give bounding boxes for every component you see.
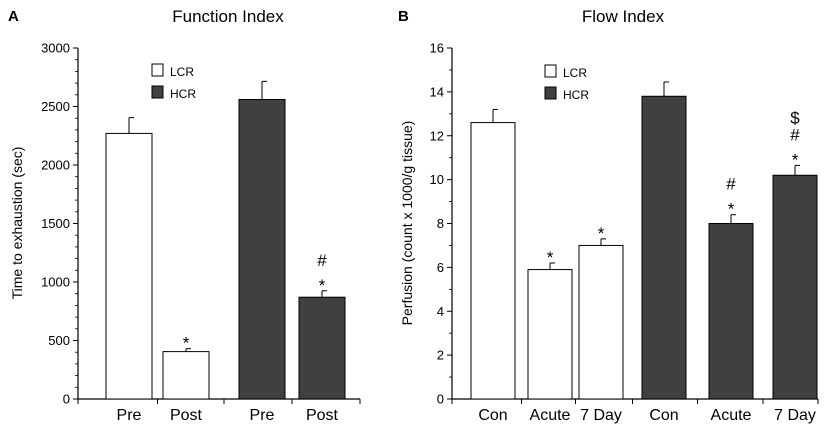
panel-a-legend-swatch-hcr bbox=[151, 85, 164, 99]
panel-a-bar-lcr-pre bbox=[105, 132, 153, 400]
panel-b-bar-lcr-7-day bbox=[578, 244, 624, 400]
panel-b-y-tick-label: 10 bbox=[430, 172, 444, 187]
panel-b-legend-swatch-hcr bbox=[544, 86, 557, 100]
panel-b-y-tick-label: 12 bbox=[430, 128, 444, 143]
panel-b-bar-lcr-acute bbox=[527, 269, 573, 400]
panel-a-y-tick-label: 0 bbox=[63, 392, 70, 407]
panel-b-y-tick-label: 6 bbox=[437, 260, 444, 275]
panel-b-x-category-label: 7 Day bbox=[774, 407, 816, 424]
panel-a-significance-marker: * bbox=[183, 334, 190, 353]
panel-b-significance-marker: * bbox=[598, 224, 605, 243]
panel-b-y-tick-label: 0 bbox=[437, 392, 444, 407]
panel-a-title: Function Index bbox=[172, 7, 284, 26]
panel-b-bar-hcr-con bbox=[641, 95, 687, 400]
panel-b-x-category-label: Acute bbox=[530, 407, 571, 424]
panel-b-legend-swatch-lcr bbox=[544, 64, 557, 78]
panel-b-bar-hcr-7-day bbox=[772, 174, 818, 400]
panel-b-bar-hcr-acute bbox=[708, 223, 754, 400]
panel-b-significance-marker: * bbox=[547, 248, 554, 267]
panel-a-x-category-label: Post bbox=[306, 407, 339, 424]
panel-b-legend-label-hcr: HCR bbox=[563, 88, 589, 102]
panel-b-y-tick-label: 14 bbox=[430, 84, 444, 99]
panel-a-legend-label-lcr: LCR bbox=[170, 65, 194, 79]
panel-b-y-tick-label: 16 bbox=[430, 41, 444, 56]
panel-b-bar-lcr-con bbox=[470, 122, 516, 400]
panel-b-significance-marker: # bbox=[790, 125, 800, 144]
panel-a-letter: A bbox=[8, 8, 19, 25]
panel-a-bar-hcr-pre bbox=[238, 98, 286, 400]
panel-a-y-tick-label: 1000 bbox=[41, 275, 70, 290]
panel-a-y-tick-label: 1500 bbox=[41, 216, 70, 231]
panel-b-x-category-label: Con bbox=[478, 407, 507, 424]
panel-a-x-category-label: Post bbox=[170, 407, 203, 424]
panel-b-y-tick-label: 8 bbox=[437, 216, 444, 231]
panel-b-legend-label-lcr: LCR bbox=[563, 66, 587, 80]
panel-b-x-category-label: Con bbox=[649, 407, 678, 424]
panel-b-significance-marker: * bbox=[792, 150, 799, 169]
panel-a-significance-marker: # bbox=[317, 251, 327, 270]
panel-a-legend-label-hcr: HCR bbox=[170, 87, 196, 101]
panel-a-significance-marker: * bbox=[319, 276, 326, 295]
panel-a-y-tick-label: 500 bbox=[48, 333, 70, 348]
panel-a-x-category-label: Pre bbox=[250, 407, 275, 424]
panel-a-x-category-label: Pre bbox=[117, 407, 142, 424]
panel-b-significance-marker: # bbox=[726, 175, 736, 194]
panel-a-legend-swatch-lcr bbox=[151, 63, 164, 77]
panel-a-y-axis-label: Time to exhaustion (sec) bbox=[9, 147, 25, 300]
panel-a-bar-hcr-post bbox=[298, 296, 346, 400]
panel-a-bar-lcr-post bbox=[162, 351, 210, 400]
panel-b-y-axis-label: Perfusion (count x 1000/g tissue) bbox=[399, 121, 415, 326]
panel-a-y-tick-label: 3000 bbox=[41, 41, 70, 56]
panel-b-x-category-label: Acute bbox=[711, 407, 752, 424]
panel-a-y-tick-label: 2000 bbox=[41, 158, 70, 173]
panel-b-title: Flow Index bbox=[582, 7, 665, 26]
panel-b-significance-marker: * bbox=[728, 200, 735, 219]
panel-b-letter: B bbox=[398, 8, 409, 25]
panel-b-y-tick-label: 2 bbox=[437, 348, 444, 363]
panel-b-significance-marker: $ bbox=[790, 108, 800, 127]
panel-b-y-tick-label: 4 bbox=[437, 304, 444, 319]
panel-b-x-category-label: 7 Day bbox=[580, 407, 622, 424]
panel-a-y-tick-label: 2500 bbox=[41, 99, 70, 114]
